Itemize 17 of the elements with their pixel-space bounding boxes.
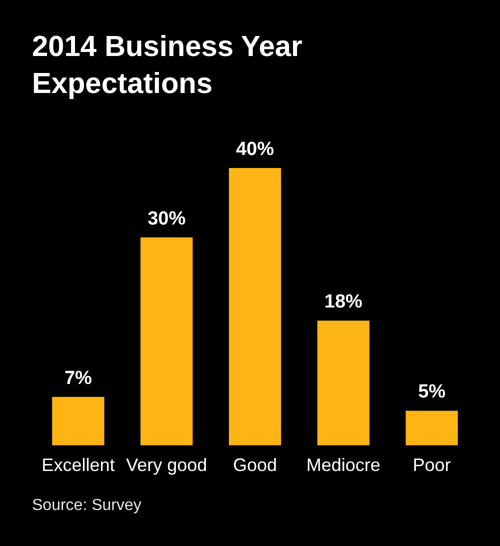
data-label: 40% bbox=[236, 139, 274, 160]
x-tick-label: Mediocre bbox=[306, 455, 380, 476]
x-tick-label: Excellent bbox=[42, 455, 115, 476]
data-label: 7% bbox=[64, 368, 92, 389]
bar bbox=[140, 237, 193, 446]
x-tick-label: Good bbox=[232, 455, 278, 476]
bar bbox=[406, 410, 458, 446]
bar bbox=[228, 168, 282, 446]
x-tick-label: Poor bbox=[412, 455, 451, 476]
chart-title: 2014 Business Year Expectations bbox=[32, 30, 304, 102]
data-label: 5% bbox=[418, 382, 446, 403]
data-label: 30% bbox=[148, 208, 186, 230]
data-label: 18% bbox=[324, 292, 363, 313]
source-note: Source: Survey bbox=[32, 497, 142, 515]
x-tick-label: Very good bbox=[126, 455, 208, 476]
bar bbox=[317, 320, 370, 446]
bar bbox=[52, 396, 104, 446]
